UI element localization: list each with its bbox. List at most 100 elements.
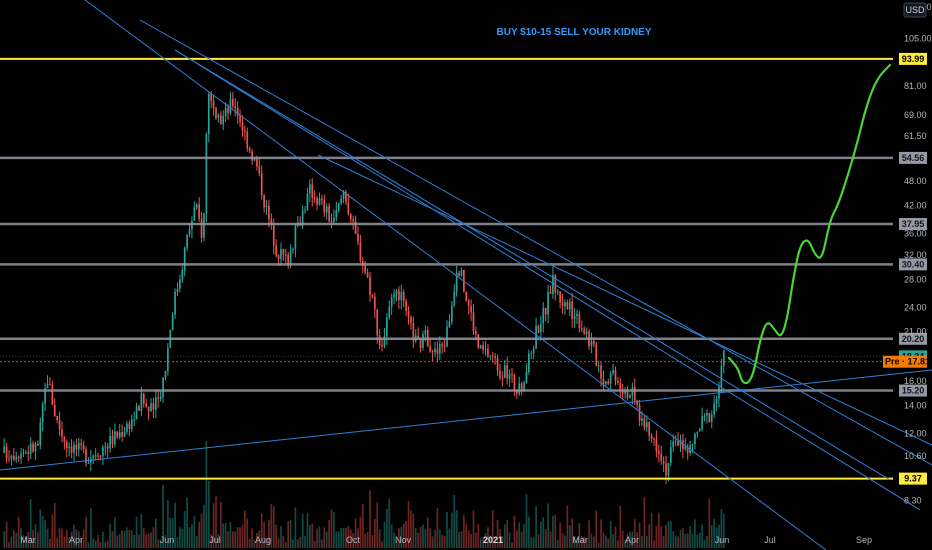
volume-bar — [277, 538, 280, 548]
y-tick-label: 69.00 — [904, 110, 927, 120]
candle-body — [340, 198, 342, 204]
candle-body — [207, 93, 210, 134]
candle-body — [75, 444, 78, 450]
candle-body — [446, 326, 448, 347]
volume-bar — [284, 542, 287, 548]
candle-body — [386, 317, 388, 337]
volume-bar — [138, 534, 140, 548]
volume-bar — [215, 496, 217, 548]
volume-bar — [106, 540, 109, 548]
candle-body — [438, 343, 441, 354]
candle-body — [698, 428, 701, 432]
candle-body — [53, 404, 56, 417]
candle-body — [436, 348, 439, 354]
volume-bar — [133, 534, 136, 548]
volume-bar — [600, 519, 602, 548]
volume-bar — [222, 523, 225, 548]
volume-bar — [164, 534, 167, 548]
x-tick-label: Aug — [255, 535, 271, 545]
volume-bar — [552, 515, 554, 548]
candle-body — [378, 335, 381, 346]
volume-bar — [94, 540, 97, 548]
candle-body — [532, 348, 535, 354]
volume-bar — [244, 510, 246, 548]
candle-body — [15, 456, 18, 460]
candle-body — [354, 221, 357, 235]
candle-body — [568, 301, 571, 310]
volume-bar — [434, 530, 436, 548]
volume-bar — [417, 532, 419, 548]
volume-bar — [405, 521, 407, 548]
candle-body — [494, 356, 497, 359]
volume-bar — [501, 536, 504, 548]
volume-bar — [580, 535, 583, 548]
volume-bar — [130, 530, 133, 548]
volume-bar — [335, 531, 338, 548]
volume-bar — [20, 528, 22, 548]
volume-bar — [227, 531, 229, 548]
x-tick-label: Mar — [20, 535, 36, 545]
candle-body — [32, 443, 34, 452]
candle-body — [248, 148, 251, 152]
level-label-bg — [899, 472, 927, 485]
candle-body — [17, 456, 20, 459]
volume-bar — [145, 534, 148, 548]
candle-body — [701, 416, 703, 429]
candle-body — [183, 247, 186, 270]
y-tick-label: 42.00 — [904, 201, 927, 211]
volume-bar — [708, 499, 711, 548]
volume-bar — [650, 512, 653, 548]
x-tick-label: Mar — [572, 535, 588, 545]
volume-bar — [111, 531, 114, 548]
x-axis[interactable]: Mar Apr Jun Jul Aug Oct Nov 2021 Mar Apr Jun Jul Sep — [20, 535, 872, 545]
volume-bar — [571, 518, 574, 548]
candle-body — [660, 453, 663, 462]
candle-body — [381, 345, 383, 347]
candle-body — [92, 455, 95, 459]
candle-body — [679, 440, 682, 446]
volume-bar — [487, 526, 489, 548]
x-tick-label: Apr — [625, 535, 639, 545]
volume-bar — [619, 505, 622, 548]
volume-bar — [349, 529, 352, 548]
candle-body — [518, 383, 521, 394]
currency-badge[interactable]: USD — [903, 2, 927, 18]
volume-bar — [564, 535, 566, 548]
horizontal-level-label: 15.20 — [899, 384, 927, 397]
volume-bar — [58, 527, 61, 548]
candle-body — [234, 105, 237, 109]
volume-bar — [386, 508, 388, 548]
volume-bar — [85, 516, 87, 548]
candle-body — [270, 219, 273, 224]
y-tick-label: 14.00 — [904, 401, 927, 411]
volume-bar — [559, 522, 561, 548]
candle-body — [561, 302, 564, 307]
candle-body — [609, 373, 612, 384]
volume-bar — [722, 513, 725, 548]
candle-body — [222, 116, 225, 125]
volume-bar — [631, 531, 634, 548]
candle-body — [410, 317, 412, 324]
projection — [727, 63, 892, 385]
level-label-bg — [899, 384, 927, 397]
candle-body — [470, 306, 472, 313]
candle-body — [114, 431, 116, 445]
y-tick-label: 8.30 — [904, 496, 922, 506]
volume-bar — [513, 515, 516, 548]
candle-body — [624, 391, 626, 394]
volume-bar — [328, 519, 330, 548]
x-tick-label: Jul — [764, 535, 776, 545]
volume-bar — [496, 519, 499, 548]
horizontal-level-label: 20.20 — [899, 332, 927, 345]
candle-body — [580, 328, 583, 330]
volume-bar — [662, 536, 665, 548]
volume-bar — [602, 532, 605, 548]
volume-bar — [260, 513, 263, 548]
y-tick-label: 32.00 — [904, 250, 927, 260]
volume-bar — [515, 530, 518, 548]
volume-bar — [152, 527, 155, 548]
volume-bar — [121, 530, 123, 548]
volume-bar — [114, 516, 116, 548]
